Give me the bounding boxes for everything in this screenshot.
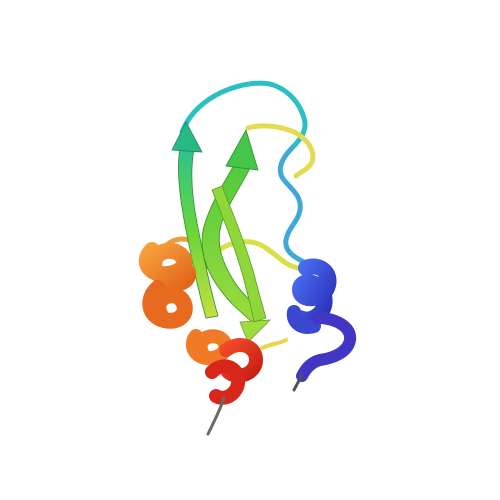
c-terminus-tail [206,396,226,436]
coil-top-loop [179,80,308,151]
coil-yellow-lower [260,338,288,350]
beta-strand-green-right [211,185,267,323]
coil-right-descent [277,145,307,265]
n-terminus-tail [292,374,304,392]
beta-arrowhead-top-left [171,121,203,153]
n-terminus-ribbon [296,312,357,382]
beta-arrowhead-top-center [225,128,259,171]
helix-orange [138,242,197,329]
helix-blue [286,258,337,334]
coil-yellow-top [245,123,316,179]
beta-strand-green-left [177,147,219,319]
coil-yellow-middle [213,239,301,271]
